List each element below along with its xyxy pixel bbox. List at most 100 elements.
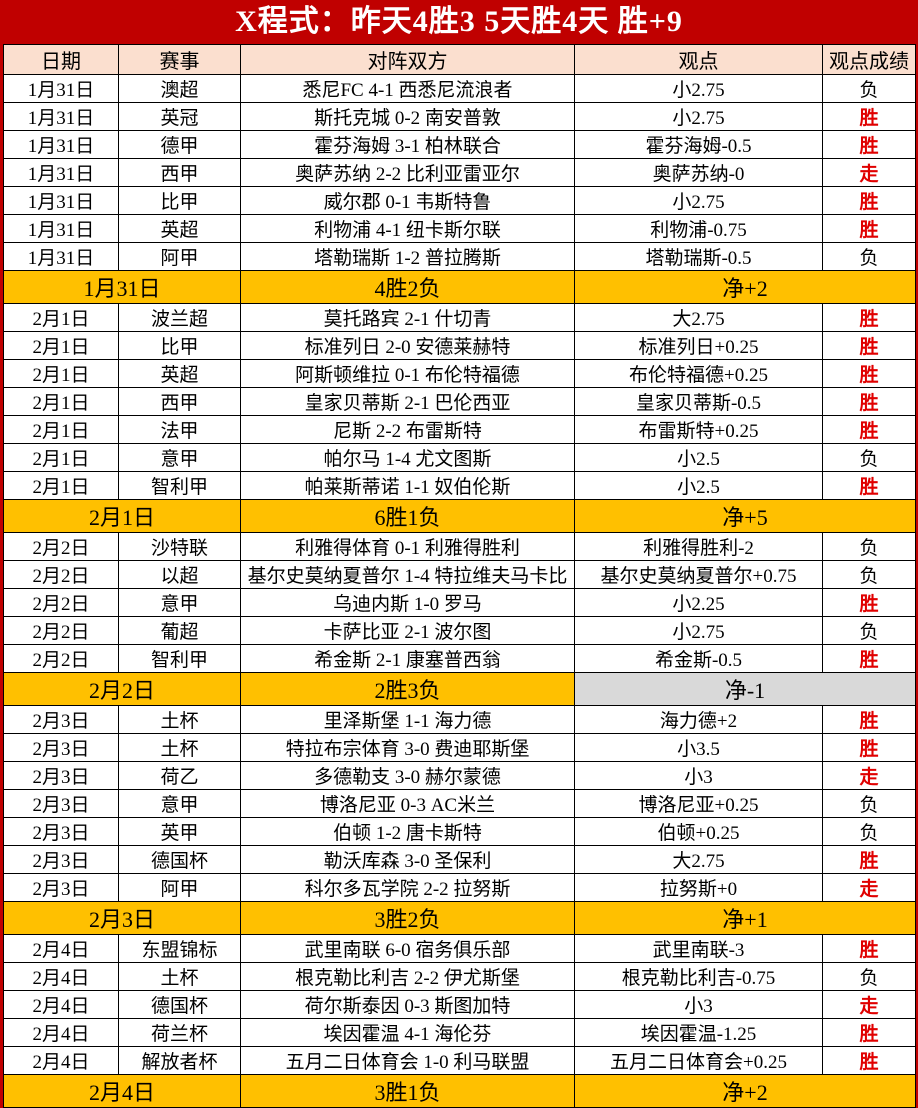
cell-league: 英超 xyxy=(118,214,241,243)
cell-date: 2月3日 xyxy=(3,873,119,902)
cell-result: 走 xyxy=(822,873,916,902)
header-row: 日期 赛事 对阵双方 观点 观点成绩 xyxy=(3,44,916,75)
cell-league: 意甲 xyxy=(118,443,241,472)
cell-date: 2月4日 xyxy=(3,962,119,991)
day-summary-row: 1月31日 4胜2负 净+2 xyxy=(3,270,916,304)
cell-result: 胜 xyxy=(822,303,916,332)
table-row: 2月4日 德国杯 荷尔斯泰因 0-3 斯图加特 小3 走 xyxy=(3,990,916,1019)
table-row: 2月2日 智利甲 希金斯 2-1 康塞普西翁 希金斯-0.5 胜 xyxy=(3,644,916,673)
summary-net: 净+5 xyxy=(574,499,916,533)
cell-view: 小3.5 xyxy=(574,733,823,762)
cell-match: 特拉布宗体育 3-0 费迪耶斯堡 xyxy=(240,733,575,762)
table-row: 2月2日 葡超 卡萨比亚 2-1 波尔图 小2.75 负 xyxy=(3,616,916,645)
summary-date: 2月1日 xyxy=(3,499,241,533)
cell-result: 胜 xyxy=(822,733,916,762)
header-result: 观点成绩 xyxy=(822,44,916,75)
cell-date: 2月3日 xyxy=(3,705,119,734)
cell-view: 霍芬海姆-0.5 xyxy=(574,130,823,159)
cell-date: 2月3日 xyxy=(3,817,119,846)
cell-view: 伯顿+0.25 xyxy=(574,817,823,846)
summary-net: 净+2 xyxy=(574,270,916,304)
summary-record: 3胜1负 xyxy=(240,1074,575,1108)
cell-result: 负 xyxy=(822,817,916,846)
summary-record: 4胜2负 xyxy=(240,270,575,304)
results-table: 日期 赛事 对阵双方 观点 观点成绩 1月31日 澳超 悉尼FC 4-1 西悉尼… xyxy=(3,44,916,1108)
cell-league: 土杯 xyxy=(118,733,241,762)
table-row: 2月3日 德国杯 勒沃库森 3-0 圣保利 大2.75 胜 xyxy=(3,845,916,874)
cell-match: 皇家贝蒂斯 2-1 巴伦西亚 xyxy=(240,387,575,416)
cell-view: 奥萨苏纳-0 xyxy=(574,158,823,187)
cell-result: 胜 xyxy=(822,130,916,159)
cell-view: 小2.75 xyxy=(574,102,823,131)
cell-view: 希金斯-0.5 xyxy=(574,644,823,673)
cell-view: 小2.75 xyxy=(574,74,823,103)
cell-date: 1月31日 xyxy=(3,74,119,103)
table-row: 2月1日 智利甲 帕莱斯蒂诺 1-1 奴伯伦斯 小2.5 胜 xyxy=(3,471,916,500)
cell-date: 2月1日 xyxy=(3,359,119,388)
cell-league: 以超 xyxy=(118,560,241,589)
cell-date: 1月31日 xyxy=(3,242,119,271)
cell-date: 2月2日 xyxy=(3,644,119,673)
cell-date: 2月4日 xyxy=(3,1046,119,1075)
cell-view: 小2.75 xyxy=(574,186,823,215)
cell-view: 利物浦-0.75 xyxy=(574,214,823,243)
cell-date: 2月1日 xyxy=(3,387,119,416)
cell-match: 莫托路宾 2-1 什切青 xyxy=(240,303,575,332)
cell-result: 胜 xyxy=(822,471,916,500)
cell-match: 斯托克城 0-2 南安普敦 xyxy=(240,102,575,131)
cell-date: 2月3日 xyxy=(3,761,119,790)
table-row: 1月31日 德甲 霍芬海姆 3-1 柏林联合 霍芬海姆-0.5 胜 xyxy=(3,130,916,159)
cell-result: 胜 xyxy=(822,415,916,444)
cell-date: 2月2日 xyxy=(3,588,119,617)
cell-view: 大2.75 xyxy=(574,303,823,332)
summary-record: 2胜3负 xyxy=(240,672,575,706)
cell-league: 荷兰杯 xyxy=(118,1018,241,1047)
cell-match: 里泽斯堡 1-1 海力德 xyxy=(240,705,575,734)
table-row: 2月1日 英超 阿斯顿维拉 0-1 布伦特福德 布伦特福德+0.25 胜 xyxy=(3,359,916,388)
cell-view: 武里南联-3 xyxy=(574,934,823,963)
table-row: 2月1日 法甲 尼斯 2-2 布雷斯特 布雷斯特+0.25 胜 xyxy=(3,415,916,444)
cell-result: 胜 xyxy=(822,359,916,388)
day-summary-row: 2月2日 2胜3负 净-1 xyxy=(3,672,916,706)
cell-view: 布雷斯特+0.25 xyxy=(574,415,823,444)
cell-match: 勒沃库森 3-0 圣保利 xyxy=(240,845,575,874)
cell-result: 负 xyxy=(822,242,916,271)
header-match: 对阵双方 xyxy=(240,44,575,75)
cell-result: 走 xyxy=(822,761,916,790)
header-view: 观点 xyxy=(574,44,823,75)
cell-view: 利雅得胜利-2 xyxy=(574,532,823,561)
cell-league: 阿甲 xyxy=(118,873,241,902)
cell-league: 英冠 xyxy=(118,102,241,131)
table-row: 2月2日 沙特联 利雅得体育 0-1 利雅得胜利 利雅得胜利-2 负 xyxy=(3,532,916,561)
table-row: 2月4日 解放者杯 五月二日体育会 1-0 利马联盟 五月二日体育会+0.25 … xyxy=(3,1046,916,1075)
cell-result: 胜 xyxy=(822,214,916,243)
table-row: 2月1日 意甲 帕尔马 1-4 尤文图斯 小2.5 负 xyxy=(3,443,916,472)
table-row: 2月3日 荷乙 多德勒支 3-0 赫尔蒙德 小3 走 xyxy=(3,761,916,790)
cell-result: 走 xyxy=(822,158,916,187)
cell-league: 葡超 xyxy=(118,616,241,645)
cell-date: 1月31日 xyxy=(3,102,119,131)
cell-league: 意甲 xyxy=(118,789,241,818)
cell-date: 2月3日 xyxy=(3,789,119,818)
table-row: 2月4日 荷兰杯 埃因霍温 4-1 海伦芬 埃因霍温-1.25 胜 xyxy=(3,1018,916,1047)
cell-league: 解放者杯 xyxy=(118,1046,241,1075)
cell-match: 霍芬海姆 3-1 柏林联合 xyxy=(240,130,575,159)
summary-date: 2月2日 xyxy=(3,672,241,706)
header-league: 赛事 xyxy=(118,44,241,75)
table-row: 1月31日 澳超 悉尼FC 4-1 西悉尼流浪者 小2.75 负 xyxy=(3,74,916,103)
cell-date: 2月1日 xyxy=(3,443,119,472)
cell-match: 帕莱斯蒂诺 1-1 奴伯伦斯 xyxy=(240,471,575,500)
cell-result: 负 xyxy=(822,962,916,991)
cell-match: 武里南联 6-0 宿务俱乐部 xyxy=(240,934,575,963)
cell-result: 负 xyxy=(822,560,916,589)
cell-result: 胜 xyxy=(822,331,916,360)
cell-match: 卡萨比亚 2-1 波尔图 xyxy=(240,616,575,645)
cell-match: 奥萨苏纳 2-2 比利亚雷亚尔 xyxy=(240,158,575,187)
cell-match: 悉尼FC 4-1 西悉尼流浪者 xyxy=(240,74,575,103)
cell-league: 智利甲 xyxy=(118,471,241,500)
cell-date: 2月3日 xyxy=(3,733,119,762)
cell-league: 意甲 xyxy=(118,588,241,617)
cell-view: 根克勒比利吉-0.75 xyxy=(574,962,823,991)
cell-result: 胜 xyxy=(822,1018,916,1047)
cell-result: 负 xyxy=(822,789,916,818)
